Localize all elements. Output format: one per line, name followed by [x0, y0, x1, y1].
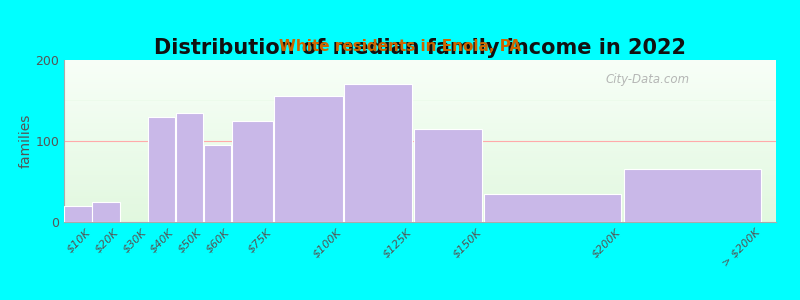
Bar — [64, 115, 776, 117]
Bar — [64, 94, 776, 96]
Bar — [64, 64, 776, 66]
Bar — [64, 206, 776, 208]
Bar — [64, 121, 776, 123]
Bar — [624, 169, 761, 222]
Bar — [64, 214, 776, 216]
Bar — [64, 165, 776, 167]
Bar — [64, 169, 776, 171]
Bar — [64, 106, 776, 109]
Bar — [64, 157, 776, 159]
Bar — [64, 206, 92, 222]
Bar — [64, 68, 776, 70]
Bar — [64, 111, 776, 112]
Bar — [64, 171, 776, 173]
Bar — [64, 198, 776, 200]
Bar — [92, 202, 119, 222]
Bar — [64, 192, 776, 194]
Bar — [64, 212, 776, 214]
Bar — [64, 133, 776, 135]
Bar — [64, 109, 776, 111]
Bar — [64, 167, 776, 169]
Bar — [64, 100, 776, 103]
Bar — [64, 117, 776, 119]
Bar — [64, 119, 776, 121]
Bar — [64, 96, 776, 98]
Bar — [64, 204, 776, 206]
Bar — [414, 129, 482, 222]
Bar — [64, 182, 776, 184]
Bar — [232, 121, 273, 222]
Bar — [64, 149, 776, 151]
Bar — [64, 196, 776, 198]
Bar — [64, 66, 776, 68]
Bar — [64, 131, 776, 133]
Bar — [64, 139, 776, 141]
Bar — [64, 70, 776, 72]
Bar — [64, 159, 776, 161]
Bar — [64, 153, 776, 155]
Bar — [64, 92, 776, 95]
Bar — [64, 190, 776, 192]
Bar — [64, 218, 776, 220]
Bar — [64, 145, 776, 147]
Bar — [484, 194, 621, 222]
Bar — [64, 184, 776, 185]
Bar — [64, 135, 776, 137]
Bar — [64, 98, 776, 101]
Bar — [64, 208, 776, 210]
Bar — [64, 185, 776, 188]
Bar — [64, 137, 776, 139]
Bar — [64, 216, 776, 218]
Bar — [64, 74, 776, 76]
Bar — [64, 141, 776, 143]
Bar — [64, 173, 776, 175]
Bar — [64, 202, 776, 204]
Bar — [64, 123, 776, 125]
Bar — [64, 210, 776, 212]
Bar — [64, 72, 776, 74]
Bar — [204, 145, 231, 222]
Bar — [64, 177, 776, 179]
Bar — [64, 163, 776, 165]
Bar — [64, 194, 776, 196]
Text: City-Data.com: City-Data.com — [605, 73, 690, 86]
Bar — [64, 151, 776, 153]
Bar — [148, 117, 175, 222]
Bar — [64, 125, 776, 127]
Bar — [64, 200, 776, 202]
Bar — [64, 90, 776, 92]
Bar — [64, 188, 776, 190]
Bar — [274, 96, 342, 222]
Bar — [64, 60, 776, 62]
Bar — [64, 80, 776, 82]
Bar — [64, 86, 776, 88]
Bar — [64, 76, 776, 78]
Bar — [64, 103, 776, 105]
Bar — [64, 82, 776, 84]
Bar — [64, 155, 776, 157]
Text: White residents in Enola, PA: White residents in Enola, PA — [279, 39, 521, 54]
Bar — [64, 112, 776, 115]
Bar — [64, 127, 776, 129]
Bar — [64, 62, 776, 64]
Bar — [64, 88, 776, 90]
Bar — [344, 84, 412, 222]
Bar — [64, 84, 776, 86]
Bar — [64, 176, 776, 177]
Bar — [64, 143, 776, 145]
Bar — [64, 104, 776, 106]
Bar — [64, 147, 776, 149]
Bar — [64, 129, 776, 131]
Bar — [176, 112, 203, 222]
Bar — [64, 220, 776, 222]
Bar — [64, 78, 776, 80]
Title: Distribution of median family income in 2022: Distribution of median family income in … — [154, 38, 686, 58]
Bar — [64, 179, 776, 182]
Bar — [64, 161, 776, 163]
Y-axis label: families: families — [18, 114, 33, 168]
